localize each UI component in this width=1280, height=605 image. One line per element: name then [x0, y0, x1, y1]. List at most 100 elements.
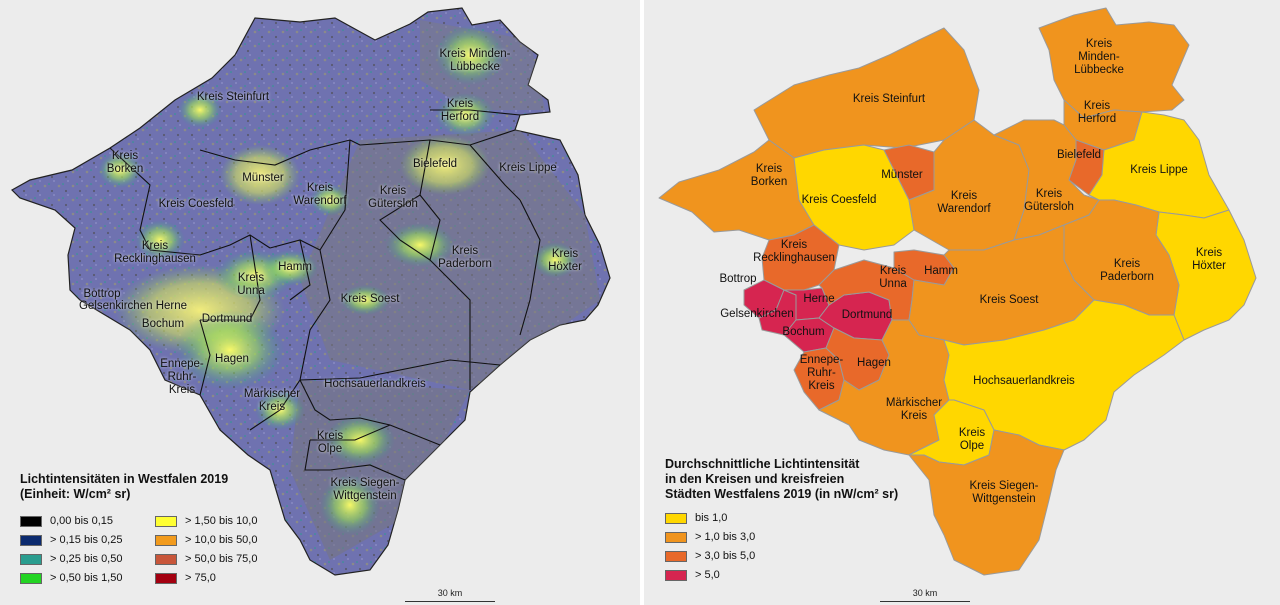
legend-item: > 5,0: [665, 568, 720, 582]
district-minden: [1038, 7, 1190, 119]
label-line: Herford: [440, 111, 480, 123]
label-dortmund: Dortmund: [192, 313, 262, 326]
label-line: Höxter: [1192, 260, 1226, 272]
label-kreis-coesfeld: Kreis Coesfeld: [146, 198, 246, 211]
label-hochsauerlandkreis: Hochsauerlandkreis: [959, 375, 1089, 388]
label-line: Dortmund: [841, 309, 893, 321]
legend-item: bis 1,0: [665, 511, 727, 525]
legend-label: > 0,50 bis 1,50: [50, 572, 123, 584]
legend-label: > 75,0: [185, 572, 216, 584]
label-line: Bielefeld: [1056, 149, 1102, 161]
average-intensity-choropleth-panel: Kreis Minden- Lübbecke Kreis Steinfurt Kre…: [644, 0, 1280, 605]
label-line: Kreis Siegen-: [969, 480, 1039, 492]
label-line: Kreis Siegen-: [330, 477, 400, 489]
label-bottrop: Bottrop: [708, 273, 768, 286]
label-kreis-guetersloh: Kreis Gütersloh: [1014, 188, 1084, 214]
label-kreis-minden-luebbecke: Kreis Minden- Lübbecke: [425, 48, 525, 74]
label-ennepe-ruhr-kreis: Ennepe- Ruhr- Kreis: [794, 354, 849, 393]
label-line: Hagen: [857, 357, 891, 369]
label-kreis-unna: Kreis Unna: [226, 272, 276, 298]
label-kreis-herford: Kreis Herford: [1072, 100, 1122, 126]
label-hamm: Hamm: [916, 265, 966, 278]
light-intensity-map-panel: Kreis Minden- Lübbecke Kreis Steinfurt Kr…: [0, 0, 640, 605]
label-kreis-paderborn: Kreis Paderborn: [425, 245, 505, 271]
label-kreis-recklinghausen: Kreis Recklinghausen: [100, 240, 210, 266]
label-hochsauerlandkreis: Hochsauerlandkreis: [310, 378, 440, 391]
label-line: Märkischer: [885, 397, 943, 409]
label-line: Paderborn: [438, 258, 492, 270]
label-herne: Herne: [794, 293, 844, 306]
label-kreis-hoexter: Kreis Höxter: [535, 248, 595, 274]
label-line: Kreis: [1195, 247, 1223, 259]
legend-swatch: [20, 572, 42, 584]
label-line: Kreis: [808, 380, 835, 392]
district-borders: [109, 109, 541, 481]
label-kreis-coesfeld: Kreis Coesfeld: [789, 194, 889, 207]
legend-item: > 0,25 bis 0,50: [20, 552, 122, 566]
label-kreis-minden-luebbecke: Kreis Minden- Lübbecke: [1064, 38, 1134, 77]
legend-label: > 10,0 bis 50,0: [185, 534, 258, 546]
legend-swatch: [665, 531, 687, 543]
label-kreis-recklinghausen: Kreis Recklinghausen: [744, 239, 844, 265]
label-ennepe-ruhr-kreis: Ennepe- Ruhr- Kreis: [152, 358, 212, 397]
label-line: Kreis: [1083, 100, 1111, 112]
label-line: Hagen: [215, 353, 249, 365]
label-line: Märkischer: [243, 388, 301, 400]
legend-title: Durchschnittliche Lichtintensität: [665, 457, 860, 471]
label-line: Bielefeld: [412, 158, 458, 170]
label-line: Unna: [237, 285, 265, 297]
label-line: Recklinghausen: [753, 252, 835, 264]
label-kreis-steinfurt: Kreis Steinfurt: [834, 93, 944, 106]
label-bochum: Bochum: [776, 326, 831, 339]
label-line: Paderborn: [1100, 271, 1154, 283]
label-line: Lübbecke: [450, 61, 500, 73]
label-line: Hamm: [278, 261, 312, 273]
label-gelsenkirchen: Gelsenkirchen: [712, 308, 802, 321]
scale-bar: 30 km: [405, 584, 495, 602]
label-line: Kreis Minden-: [439, 48, 511, 60]
label-hagen: Hagen: [207, 353, 257, 366]
legend-item: > 0,15 bis 0,25: [20, 533, 122, 547]
legend-label: > 1,50 bis 10,0: [185, 515, 258, 527]
label-maerkischer-kreis: Märkischer Kreis: [874, 397, 954, 423]
label-line: Kreis Lippe: [1130, 164, 1188, 176]
label-line: Hamm: [924, 265, 958, 277]
scale-bar: 30 km: [880, 584, 970, 602]
label-line: Bochum: [782, 326, 825, 338]
legend-item: > 1,50 bis 10,0: [155, 514, 257, 528]
label-line: Kreis: [1035, 188, 1063, 200]
label-line: Gelsenkirchen Herne: [78, 300, 188, 312]
label-line: Herne: [803, 293, 835, 305]
label-gelsenkirchen-herne: Gelsenkirchen Herne: [68, 300, 198, 313]
label-kreis-lippe: Kreis Lippe: [488, 162, 568, 175]
label-kreis-borken: Kreis Borken: [95, 150, 155, 176]
label-line: Minden-: [1078, 51, 1120, 63]
label-line: Kreis: [306, 182, 334, 194]
label-kreis-steinfurt: Kreis Steinfurt: [178, 91, 288, 104]
legend-title: Lichtintensitäten in Westfalen 2019: [20, 472, 229, 486]
label-line: Warendorf: [937, 203, 991, 215]
label-line: Wittgenstein: [972, 493, 1036, 505]
label-kreis-hoexter: Kreis Höxter: [1179, 247, 1239, 273]
label-line: Kreis: [958, 427, 986, 439]
label-line: Bottrop: [83, 288, 121, 300]
legend-label: > 0,25 bis 0,50: [50, 553, 123, 565]
legend-title-line3: Städten Westfalens 2019 (in nW/cm² sr): [665, 487, 899, 501]
label-line: Kreis Steinfurt: [196, 91, 270, 103]
label-dortmund: Dortmund: [832, 309, 902, 322]
label-line: Gütersloh: [368, 198, 418, 210]
label-line: Bochum: [141, 318, 185, 330]
legend-swatch: [155, 515, 177, 527]
left-legend: Lichtintensitäten in Westfalen 2019 (Ein…: [20, 472, 290, 584]
label-line: Kreis Coesfeld: [801, 194, 877, 206]
label-line: Kreis: [1085, 38, 1113, 50]
label-bielefeld: Bielefeld: [1049, 149, 1109, 162]
legend-title-line2: in den Kreisen und kreisfreien: [665, 472, 845, 486]
label-line: Ruhr-: [807, 367, 836, 379]
label-line: Kreis Steinfurt: [852, 93, 926, 105]
label-line: Kreis Soest: [340, 293, 400, 305]
label-maerkischer-kreis: Märkischer Kreis: [232, 388, 312, 414]
label-line: Kreis: [258, 401, 286, 413]
legend-label: > 3,0 bis 5,0: [695, 550, 756, 562]
scale-label: 30 km: [912, 588, 938, 598]
